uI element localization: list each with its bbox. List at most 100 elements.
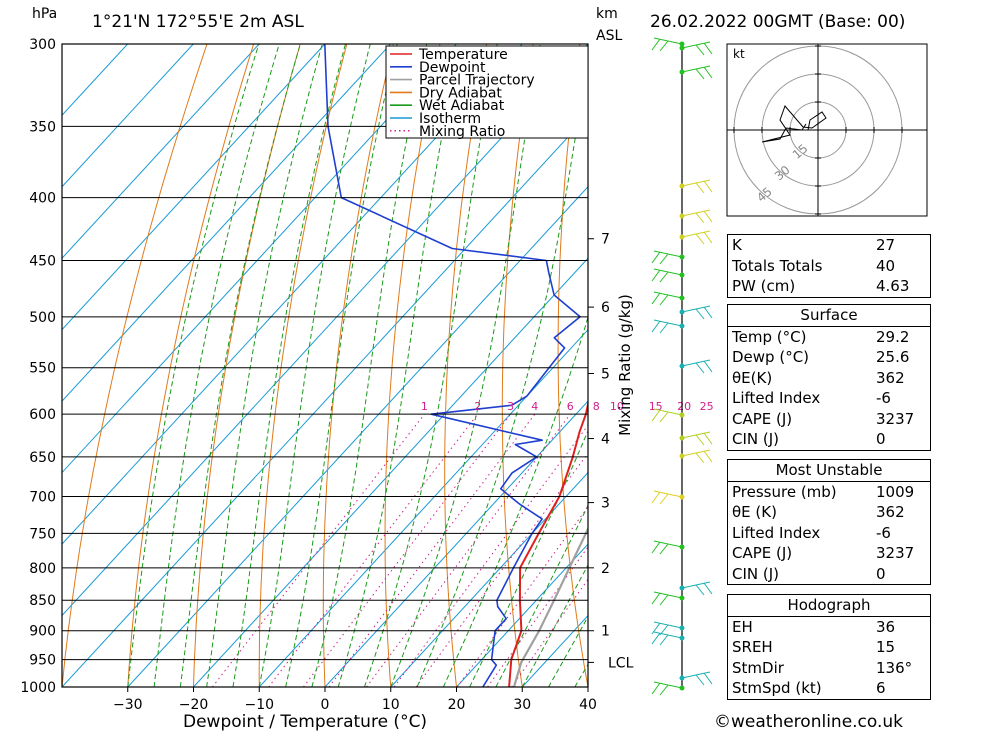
indices-surface-table: Surface Temp (°C) 29.2 Dewp (°C) 25.6 θE(K) 3… (727, 304, 931, 451)
wind-barb (681, 65, 713, 80)
km-tick-label: 6 (601, 300, 610, 316)
pressure-tick-label: 550 (29, 361, 56, 377)
index-label: Lifted Index (727, 522, 872, 543)
mixing-ratio-label: 10 (610, 400, 624, 413)
index-label: CAPE (J) (727, 408, 872, 429)
pressure-tick-label: 600 (29, 407, 56, 423)
index-value: 40 (872, 255, 931, 276)
most-unstable-title: Most Unstable (727, 459, 931, 482)
index-label: EH (727, 615, 872, 637)
index-value: 362 (872, 367, 931, 388)
pressure-tick-label: 950 (29, 653, 56, 669)
mixing-ratio-line (415, 452, 588, 687)
wind-barb (681, 209, 713, 224)
plot-frame (61, 43, 589, 688)
mixing-ratio-label: 4 (531, 400, 538, 413)
wet-adiabat-line (127, 44, 260, 687)
legend-entry: Wet Adiabat (419, 98, 505, 114)
index-row: Totals Totals 40 (727, 255, 931, 276)
index-value: 0 (872, 563, 931, 585)
wind-barb (681, 581, 713, 596)
isotherm-line (456, 543, 588, 687)
mixing-ratio-label: 2 (474, 400, 481, 413)
pressure-tick-label: 400 (29, 191, 56, 207)
mixing-ratio-label: 15 (649, 400, 663, 413)
wet-adiabat-line (469, 429, 588, 687)
x-tick-label: 0 (321, 697, 330, 713)
dry-adiabat-line (664, 44, 719, 687)
lcl-label: LCL (608, 655, 634, 671)
skewt-axes: 3003504004505005506006507007508008509009… (20, 37, 633, 713)
index-row: SREH 15 (727, 637, 931, 658)
wind-barb (651, 591, 683, 606)
isotherm-line (390, 471, 588, 687)
pressure-tick-label: 850 (29, 593, 56, 609)
index-row: Lifted Index -6 (727, 388, 931, 409)
legend-entry: Dry Adiabat (419, 85, 502, 101)
km-tick-label: 1 (601, 624, 610, 640)
surface-title: Surface (727, 304, 931, 327)
mixing-ratio-line (393, 424, 588, 687)
wet-adiabat-line (363, 44, 498, 687)
mixing-ratio-label: 1 (421, 400, 428, 413)
index-value: 3237 (872, 408, 931, 429)
mixing-ratio-line (328, 413, 536, 687)
km-label: km (596, 6, 618, 22)
wind-barb (681, 359, 713, 374)
index-row: StmSpd (kt) 6 (727, 678, 931, 700)
mixing-ratio-labels: 1 2 3 4 6 8 10 15 20 25 (421, 400, 714, 413)
mixing-ratio-label: 6 (567, 400, 574, 413)
isotherm-line (258, 328, 588, 687)
dry-adiabat-line (501, 44, 534, 687)
wind-barb (651, 631, 683, 646)
index-label: CIN (J) (727, 563, 872, 585)
index-value: 25.6 (872, 347, 931, 368)
dry-adiabat-line (62, 44, 208, 687)
location-title: 1°21'N 172°55'E 2m ASL (92, 12, 304, 32)
index-value: 15 (872, 637, 931, 658)
index-label: PW (cm) (727, 276, 872, 298)
index-value: 6 (872, 678, 931, 700)
wind-barb (681, 179, 713, 194)
x-tick-label: 20 (448, 697, 466, 713)
mixing-ratio-line (456, 505, 588, 687)
index-row: θE(K) 362 (727, 367, 931, 388)
asl-label: ASL (596, 28, 622, 44)
wind-barb (681, 230, 713, 245)
wet-adiabat-line (416, 54, 588, 687)
index-row: θE (K) 362 (727, 502, 931, 523)
isotherm-line (62, 44, 588, 617)
pressure-tick-label: 1000 (20, 680, 56, 696)
km-tick-label: 2 (601, 561, 610, 577)
x-tick-label: 30 (513, 697, 531, 713)
index-value: 4.63 (872, 276, 931, 298)
km-tick-label: 3 (601, 496, 610, 512)
legend-entry: Parcel Trajectory (419, 73, 535, 89)
mixing-ratio-line (366, 413, 571, 687)
isotherm-line (62, 44, 457, 474)
index-label: StmDir (727, 657, 872, 678)
hodograph-title: Hodograph (727, 594, 931, 617)
pressure-tick-label: 450 (29, 254, 56, 270)
hodograph-trace (761, 105, 827, 143)
legend-entry: Mixing Ratio (419, 124, 505, 140)
parcel-trajectory-line (512, 526, 588, 687)
index-label: Temp (°C) (727, 325, 872, 347)
wind-profile (651, 37, 713, 696)
mixing-ratio-label: 3 (507, 400, 514, 413)
wind-barb (651, 250, 683, 265)
km-tick-label: 5 (601, 367, 610, 383)
wet-adiabat-line (232, 44, 346, 687)
isotherm-line (62, 44, 391, 402)
x-axis-label: Dewpoint / Temperature (°C) (183, 712, 427, 732)
mixing-ratio-label: 20 (677, 400, 691, 413)
index-row: CIN (J) 0 (727, 563, 931, 585)
index-label: CIN (J) (727, 429, 872, 451)
wet-adiabat-line (495, 504, 588, 687)
mixing-ratio-label: 8 (593, 400, 600, 413)
km-tick-label: 7 (601, 232, 610, 248)
isotherm-line (127, 185, 588, 687)
pressure-tick-label: 700 (29, 490, 56, 506)
wind-barb (681, 41, 713, 56)
